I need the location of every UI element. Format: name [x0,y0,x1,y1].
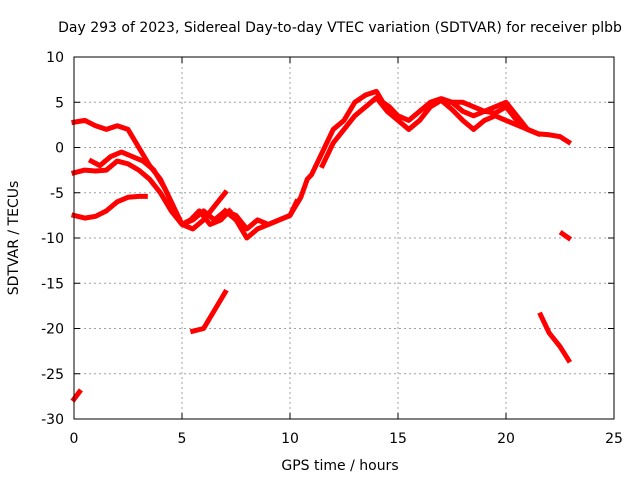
series-track-j [558,230,573,242]
data-series [70,88,573,403]
y-tick-label: 10 [46,50,64,66]
y-tick-label: -25 [41,367,64,383]
y-tick-label: -5 [50,186,64,202]
y-tick-label: 5 [55,95,64,111]
series-track-e [221,88,573,241]
series-track-k [70,388,83,403]
series-track-g [449,99,542,138]
chart-title: Day 293 of 2023, Sidereal Day-to-day VTE… [58,20,622,36]
x-axis-label: GPS time / hours [281,458,398,474]
y-tick-label: -15 [41,276,64,292]
x-tick-label: 20 [497,431,515,447]
x-tick-labels: 0 5 10 15 20 25 [70,431,623,447]
x-tick-label: 10 [281,431,299,447]
axis-ticks [73,56,615,420]
y-tick-labels: -30 -25 -20 -15 -10 -5 0 5 10 [41,50,64,428]
y-tick-label: -10 [41,231,64,247]
y-tick-label: 0 [55,141,64,157]
y-tick-label: -30 [41,412,64,428]
y-tick-label: -20 [41,322,64,338]
series-track-i [537,311,573,364]
x-tick-label: 5 [178,431,187,447]
series-track-d [70,193,148,221]
series-track-c [70,158,229,232]
x-tick-label: 25 [605,431,623,447]
series-track-f [319,95,531,169]
y-axis-label: SDTVAR / TECUs [6,181,22,296]
series-track-h [189,288,229,335]
x-tick-label: 15 [389,431,407,447]
x-tick-label: 0 [70,431,79,447]
grid-lines [74,57,614,419]
